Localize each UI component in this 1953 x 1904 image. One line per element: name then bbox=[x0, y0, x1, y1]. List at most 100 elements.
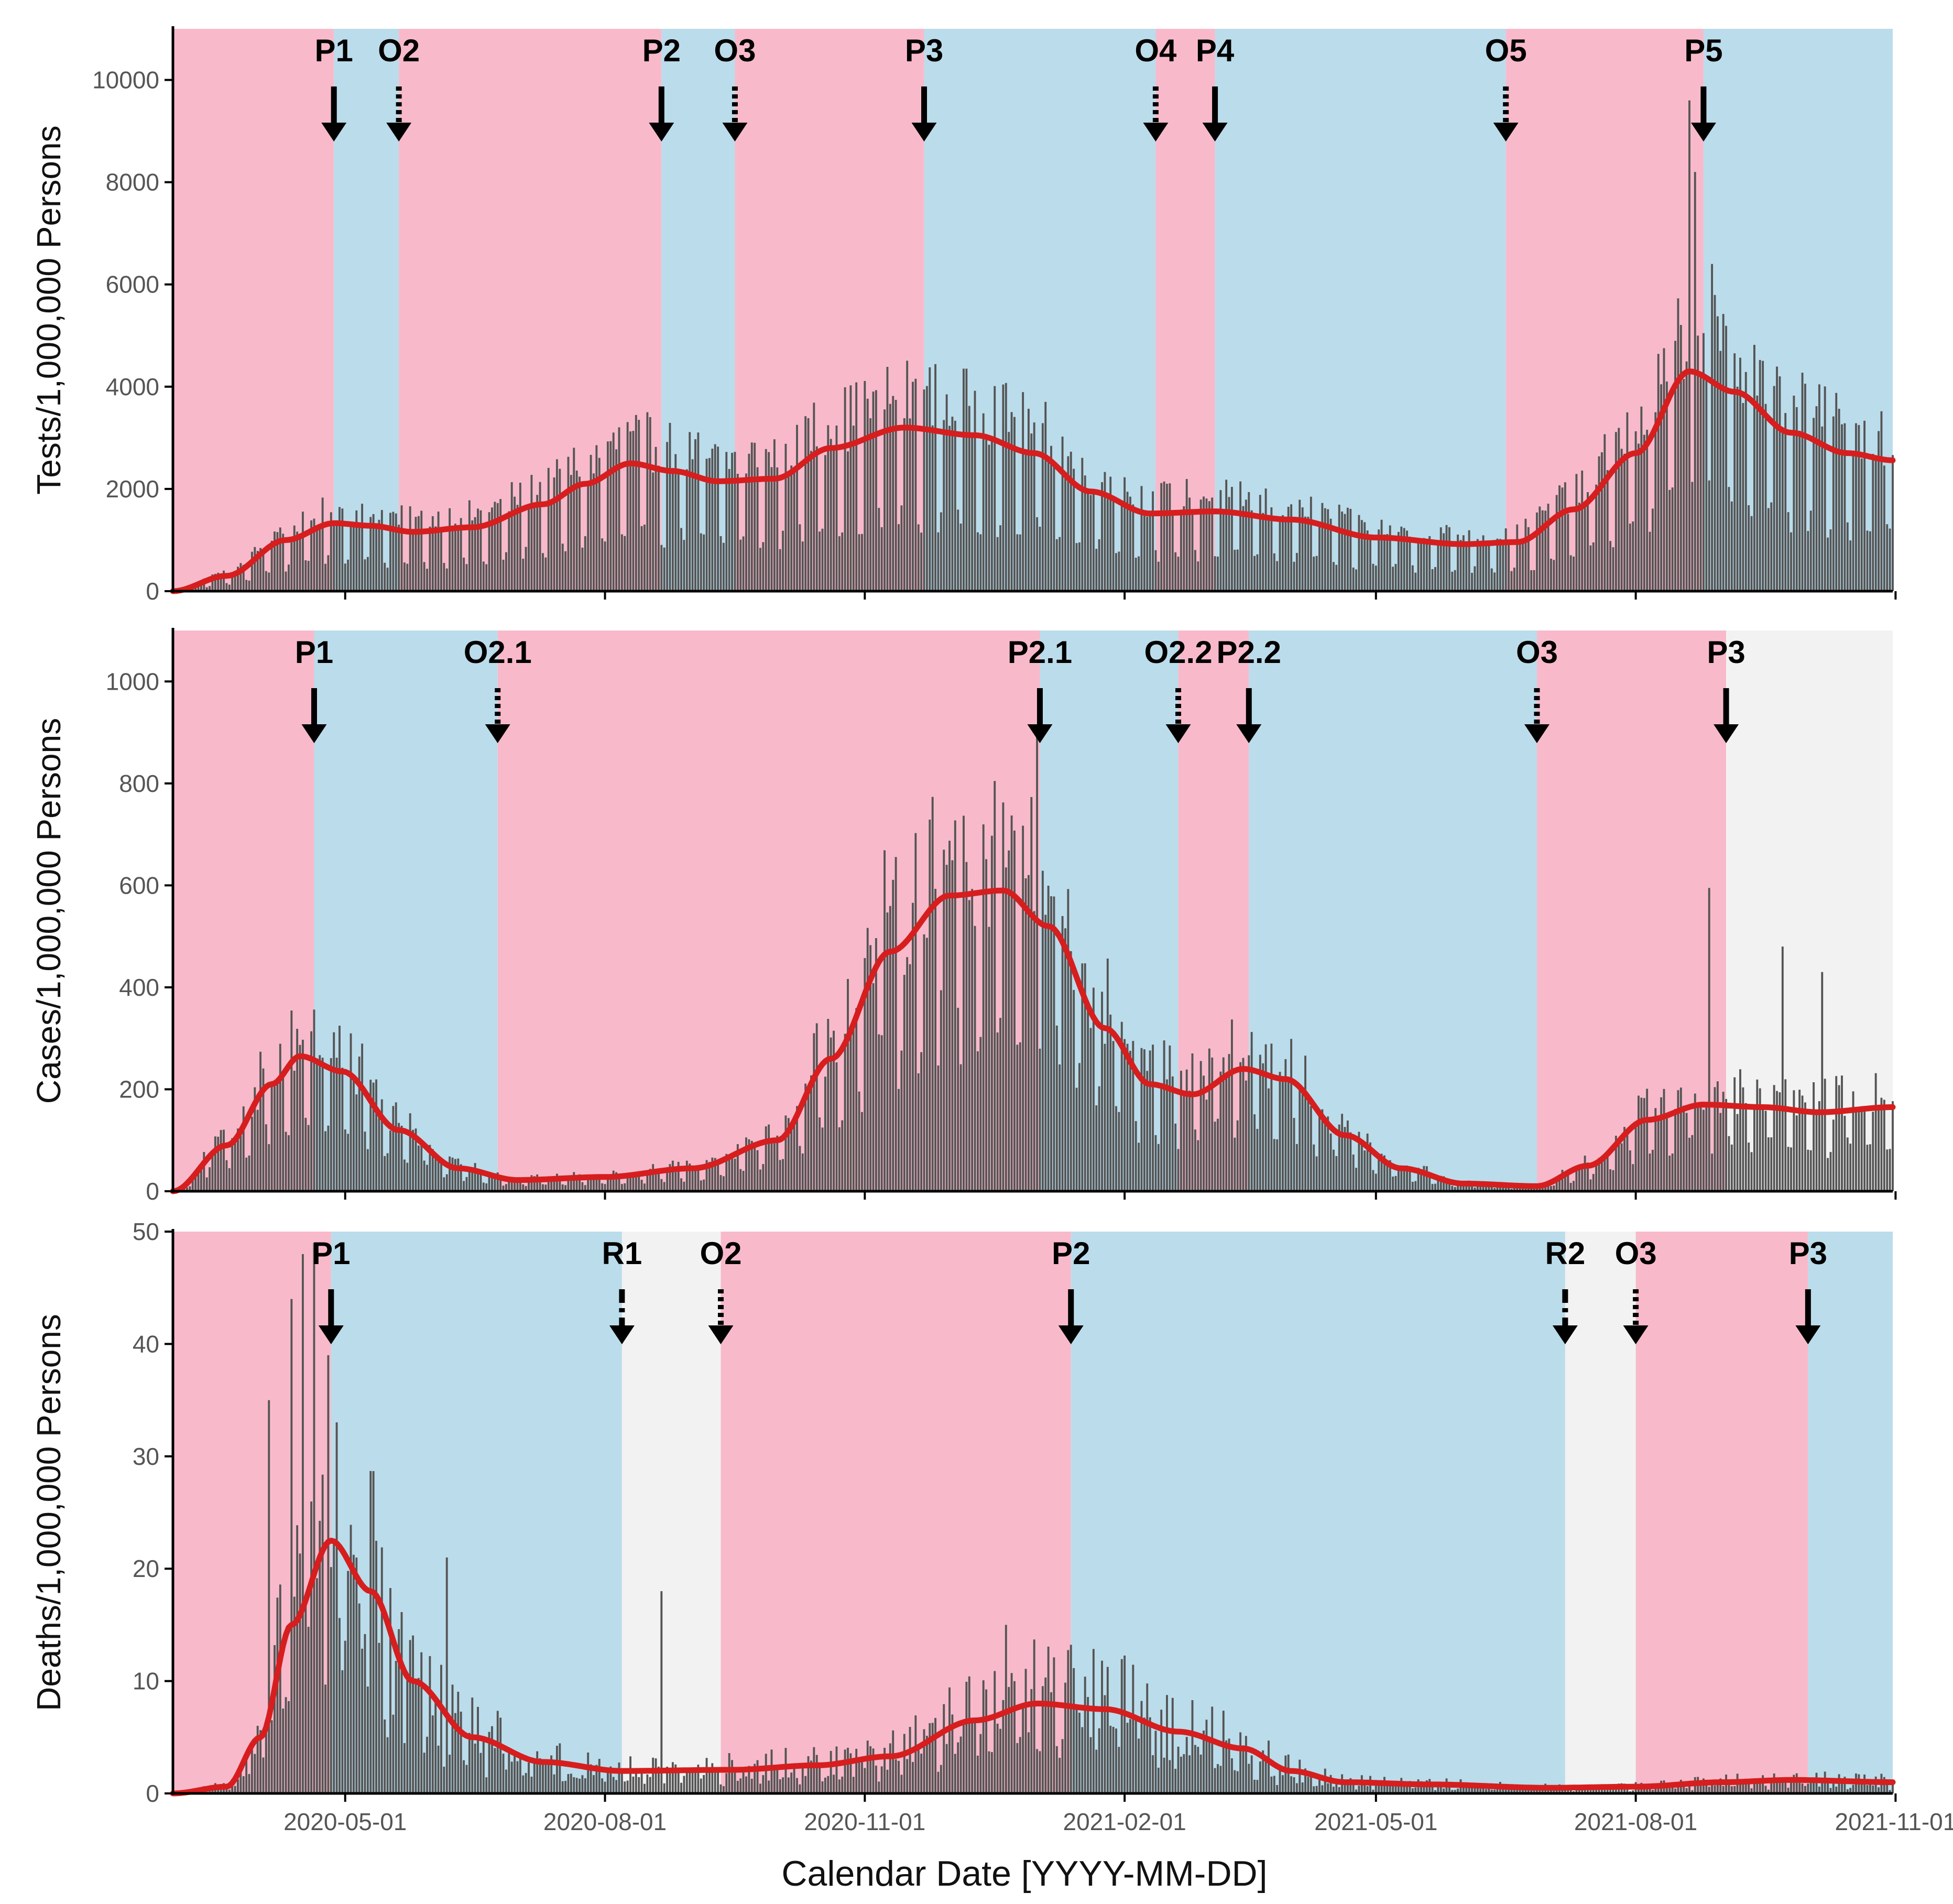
bar bbox=[666, 1172, 669, 1191]
bar bbox=[728, 469, 730, 591]
bar bbox=[1310, 496, 1312, 591]
bar bbox=[417, 516, 420, 591]
bar bbox=[361, 1648, 364, 1793]
bar bbox=[787, 1118, 790, 1191]
bar bbox=[1248, 492, 1250, 591]
bar bbox=[1612, 1789, 1614, 1793]
bar bbox=[900, 1775, 903, 1793]
x-axis: 2020-05-01 2020-08-01 2020-11-01 2021-02-01… bbox=[283, 1808, 1953, 1835]
bar bbox=[468, 1733, 471, 1793]
bar bbox=[1600, 452, 1603, 591]
bar bbox=[595, 1765, 598, 1793]
bar bbox=[929, 819, 931, 1191]
bar bbox=[505, 1184, 507, 1191]
bar bbox=[1567, 1172, 1569, 1191]
bars bbox=[174, 1243, 1894, 1793]
bar bbox=[1668, 1156, 1671, 1191]
bar bbox=[1075, 1087, 1078, 1191]
bar bbox=[1044, 401, 1047, 591]
x-tick-label: 2021-02-01 bbox=[1063, 1808, 1186, 1835]
bar bbox=[245, 1157, 248, 1191]
bar bbox=[1358, 1131, 1360, 1191]
bar bbox=[1245, 499, 1247, 591]
bar bbox=[827, 1776, 830, 1793]
bar bbox=[1067, 456, 1070, 591]
bar bbox=[1073, 989, 1075, 1191]
bar bbox=[1454, 570, 1456, 591]
bar bbox=[288, 1135, 290, 1191]
bar bbox=[1225, 1076, 1228, 1191]
bar bbox=[1589, 545, 1592, 591]
bar bbox=[228, 1168, 231, 1191]
bar bbox=[624, 536, 626, 591]
bar bbox=[830, 1037, 832, 1191]
bar bbox=[1109, 1015, 1112, 1191]
bar bbox=[1490, 1187, 1493, 1191]
bar bbox=[1002, 1700, 1005, 1793]
bar bbox=[1423, 1166, 1425, 1191]
bar bbox=[1824, 1079, 1826, 1191]
bar bbox=[1872, 454, 1874, 591]
bar bbox=[1199, 499, 1202, 591]
bar bbox=[1716, 316, 1719, 591]
bar bbox=[1299, 499, 1301, 591]
bar bbox=[1846, 1137, 1849, 1191]
bar bbox=[790, 1772, 793, 1793]
bar bbox=[1762, 1107, 1764, 1191]
bar bbox=[1270, 1776, 1273, 1793]
bar bbox=[358, 1603, 361, 1793]
annotation-label: P2 bbox=[1052, 1236, 1090, 1271]
bar bbox=[1550, 1789, 1552, 1793]
bar bbox=[321, 1474, 324, 1793]
bar bbox=[1889, 1149, 1891, 1191]
bar bbox=[1010, 412, 1013, 591]
bar bbox=[1679, 325, 1682, 591]
bar bbox=[265, 1727, 267, 1793]
bar bbox=[395, 513, 397, 591]
bar bbox=[1883, 465, 1885, 591]
y-tick-label: 0 bbox=[146, 578, 159, 605]
bar bbox=[609, 1766, 612, 1793]
bar bbox=[819, 531, 821, 591]
bar bbox=[1773, 386, 1775, 591]
bar bbox=[861, 1760, 863, 1793]
bar bbox=[968, 406, 970, 591]
bar bbox=[979, 1734, 982, 1793]
shading-band-pink bbox=[1155, 29, 1215, 591]
bar bbox=[1530, 1188, 1533, 1191]
bar bbox=[1055, 1025, 1058, 1191]
bar bbox=[256, 1109, 259, 1191]
bar bbox=[1406, 530, 1409, 591]
bar bbox=[1623, 1127, 1625, 1191]
bar bbox=[1070, 1645, 1072, 1793]
bar bbox=[1024, 452, 1027, 591]
bar bbox=[1273, 1776, 1275, 1793]
bar bbox=[274, 1086, 276, 1191]
bar bbox=[691, 1770, 694, 1793]
bar bbox=[959, 1736, 962, 1793]
bar bbox=[1380, 519, 1383, 591]
bar bbox=[629, 1756, 631, 1793]
bar bbox=[951, 1714, 954, 1793]
bar bbox=[347, 559, 350, 591]
bar bbox=[1310, 1774, 1312, 1793]
bar bbox=[1208, 1739, 1210, 1793]
bar bbox=[872, 391, 875, 591]
bar bbox=[1663, 348, 1665, 591]
bar bbox=[810, 1075, 812, 1191]
bar bbox=[327, 1355, 330, 1793]
bar bbox=[864, 380, 866, 591]
bar bbox=[923, 1729, 925, 1793]
bar bbox=[1293, 1777, 1295, 1793]
bar bbox=[1400, 1168, 1403, 1191]
bar bbox=[1638, 1095, 1640, 1191]
bar bbox=[1338, 1787, 1340, 1793]
bar bbox=[759, 548, 761, 591]
bar bbox=[1849, 540, 1852, 591]
bar bbox=[620, 534, 623, 591]
bar bbox=[1728, 487, 1730, 591]
bar bbox=[225, 1787, 228, 1793]
bar bbox=[1874, 1776, 1877, 1793]
bar bbox=[268, 572, 270, 591]
bar bbox=[555, 1746, 558, 1793]
